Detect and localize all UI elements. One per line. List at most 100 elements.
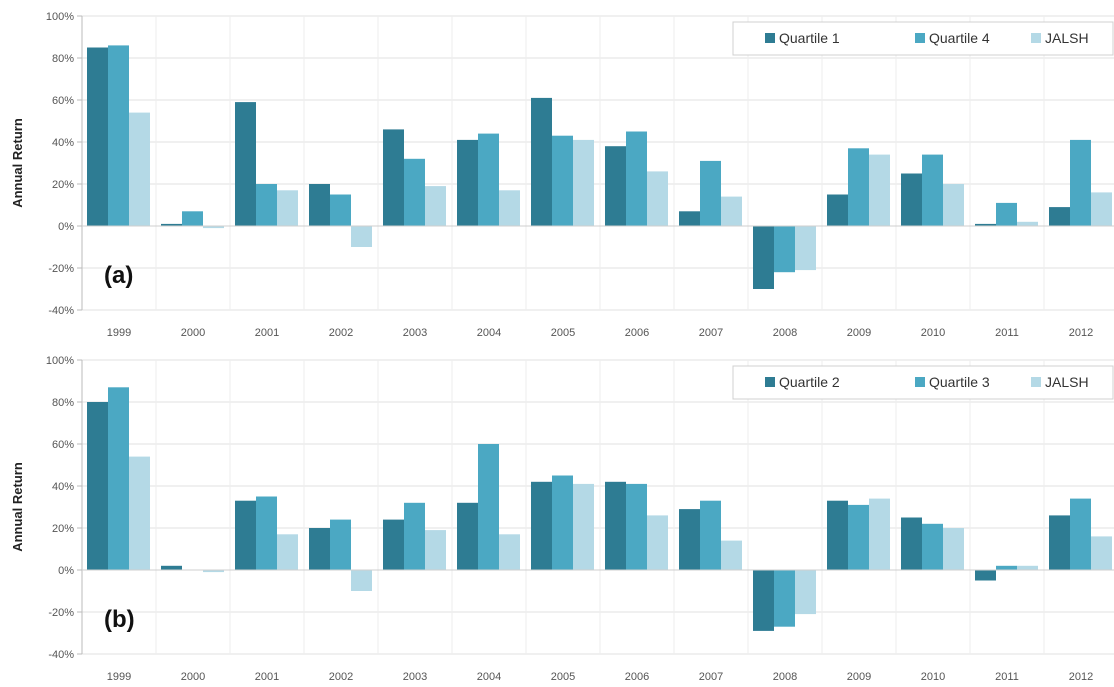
bar-quartile-4-1999 (108, 45, 129, 227)
bar-quartile-1-2010 (901, 173, 922, 226)
bar-quartile-3-2005 (552, 475, 573, 570)
y-axis-label: Annual Return (10, 462, 25, 552)
bar-quartile-4-2012 (1070, 139, 1091, 226)
bar-quartile-1-2006 (605, 146, 626, 226)
bar-quartile-4-2000 (182, 211, 203, 226)
x-tick-label: 2002 (329, 327, 353, 339)
bar-jalsh-2002 (351, 226, 372, 247)
bar-quartile-1-2004 (457, 139, 478, 226)
bar-quartile-4-2006 (626, 131, 647, 226)
legend-label: Quartile 3 (929, 374, 990, 390)
x-tick-label: 2004 (477, 327, 501, 339)
x-tick-label: 2010 (921, 671, 945, 683)
x-tick-label: 2004 (477, 671, 501, 683)
y-tick-label: 20% (52, 523, 74, 535)
y-tick-label: -20% (48, 263, 74, 275)
bar-jalsh-2004 (499, 190, 520, 226)
x-tick-label: 2003 (403, 327, 427, 339)
y-tick-label: 40% (52, 481, 74, 493)
bar-quartile-3-2001 (256, 496, 277, 570)
legend-label: JALSH (1045, 30, 1089, 46)
bar-jalsh-2003 (425, 186, 446, 226)
bar-quartile-1-2009 (827, 194, 848, 226)
y-tick-label: 100% (46, 355, 74, 367)
bar-jalsh-2000 (203, 226, 224, 229)
bar-quartile-4-2011 (996, 202, 1017, 226)
bar-jalsh-2011 (1017, 221, 1038, 226)
bar-quartile-2-2004 (457, 502, 478, 570)
bar-quartile-1-2011 (975, 223, 996, 226)
x-tick-label: 1999 (107, 327, 131, 339)
bar-quartile-1-2007 (679, 211, 700, 226)
x-tick-label: 2001 (255, 327, 279, 339)
y-axis-label: Annual Return (10, 118, 25, 208)
bar-jalsh-2002 (351, 570, 372, 591)
bar-jalsh-2010 (943, 528, 964, 570)
bar-jalsh-2003 (425, 530, 446, 570)
bar-quartile-4-2003 (404, 158, 425, 226)
legend-swatch (765, 33, 775, 43)
bar-jalsh-2008 (795, 226, 816, 271)
y-tick-label: 20% (52, 179, 74, 191)
y-tick-label: 80% (52, 53, 74, 65)
bar-quartile-3-2006 (626, 483, 647, 570)
y-tick-label: -20% (48, 607, 74, 619)
y-tick-label: -40% (48, 649, 74, 661)
bar-quartile-4-2010 (922, 154, 943, 226)
bar-quartile-2-2010 (901, 517, 922, 570)
bar-jalsh-2005 (573, 139, 594, 226)
bar-jalsh-2006 (647, 515, 668, 570)
bar-jalsh-2001 (277, 190, 298, 226)
x-tick-label: 2006 (625, 671, 649, 683)
x-tick-label: 2000 (181, 671, 205, 683)
bar-quartile-4-2009 (848, 148, 869, 226)
bar-quartile-3-2009 (848, 504, 869, 570)
legend-swatch (765, 377, 775, 387)
bar-jalsh-2001 (277, 534, 298, 570)
chart-panel-b: -40% -20% 0% 20% 40% 60% 80% 100% 1999 2000 2001 20… (10, 355, 1114, 683)
bar-quartile-4-2005 (552, 135, 573, 226)
chart-panel-a: -40% -20% 0% 20% 40% 60% 80% 100% 1999 2000 2001 20… (10, 11, 1114, 339)
bar-quartile-1-2001 (235, 102, 256, 226)
x-tick-label: 2006 (625, 327, 649, 339)
y-tick-label: 40% (52, 137, 74, 149)
bar-quartile-1-2002 (309, 184, 330, 226)
legend-swatch (1031, 377, 1041, 387)
legend-label: Quartile 1 (779, 30, 840, 46)
x-tick-label: 2002 (329, 671, 353, 683)
bar-quartile-2-2007 (679, 509, 700, 570)
x-tick-label: 2011 (995, 671, 1019, 683)
x-tick-label: 2003 (403, 671, 427, 683)
bar-quartile-3-2008 (774, 570, 795, 627)
bar-quartile-2-2001 (235, 500, 256, 570)
bar-jalsh-2000 (203, 570, 224, 573)
bar-quartile-4-2001 (256, 184, 277, 226)
panel-label: (a) (104, 262, 133, 289)
bar-quartile-1-2008 (753, 226, 774, 289)
bar-quartile-4-2008 (774, 226, 795, 273)
x-tick-label: 2008 (773, 327, 797, 339)
x-tick-label: 2005 (551, 327, 575, 339)
legend-label: Quartile 4 (929, 30, 990, 46)
bar-jalsh-2012 (1091, 536, 1112, 570)
bar-quartile-3-2010 (922, 523, 943, 570)
legend: Quartile 1 Quartile 4 JALSH (732, 21, 1114, 56)
bar-quartile-2-2003 (383, 519, 404, 570)
bar-quartile-1-2000 (161, 223, 182, 226)
legend-swatch (1031, 33, 1041, 43)
y-tick-label: 0% (58, 565, 74, 577)
y-tick-label: -40% (48, 305, 74, 317)
bar-quartile-3-2004 (478, 444, 499, 570)
x-tick-label: 2001 (255, 671, 279, 683)
y-tick-label: 80% (52, 397, 74, 409)
y-tick-label: 60% (52, 95, 74, 107)
panel-label: (b) (104, 606, 135, 633)
bar-quartile-2-2002 (309, 528, 330, 570)
bar-jalsh-2011 (1017, 565, 1038, 570)
bar-jalsh-2008 (795, 570, 816, 615)
y-tick-label: 60% (52, 439, 74, 451)
legend: Quartile 2 Quartile 3 JALSH (732, 365, 1114, 400)
bar-quartile-4-2007 (700, 160, 721, 226)
bar-quartile-2-2005 (531, 481, 552, 570)
